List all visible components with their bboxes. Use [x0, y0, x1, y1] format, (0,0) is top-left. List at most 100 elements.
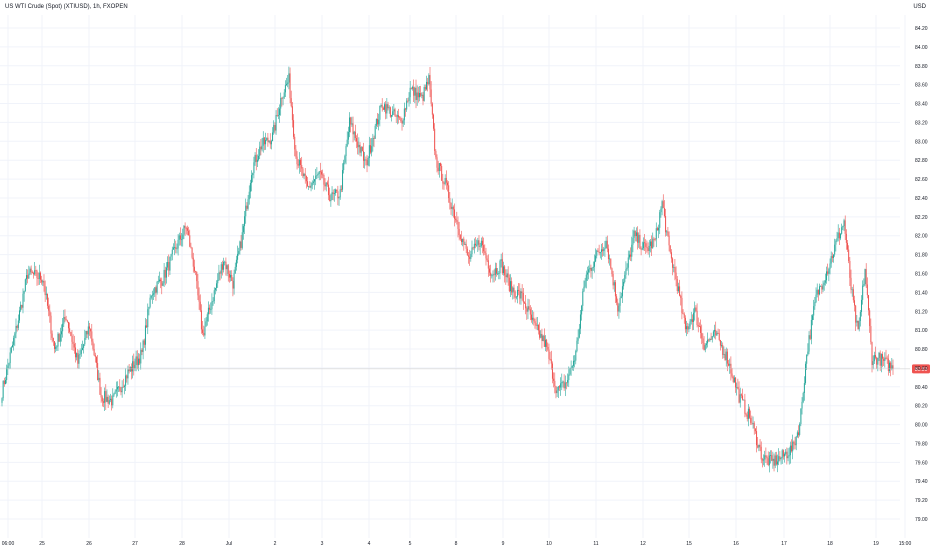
candle-body	[458, 228, 460, 236]
candle-body	[522, 292, 524, 303]
candle-body	[459, 235, 461, 239]
candle-body	[209, 307, 211, 310]
candle-body	[470, 254, 472, 259]
candle-body	[610, 258, 612, 269]
candle-body	[709, 339, 711, 341]
candle-body	[661, 201, 663, 209]
candle-body	[548, 349, 550, 359]
candle-body	[710, 339, 712, 340]
candle-body	[268, 140, 270, 142]
x-tick-label: 26	[86, 541, 92, 547]
candle-body	[589, 267, 591, 270]
candle-body	[564, 382, 566, 389]
time-axis[interactable]: 06:00 25 26 27 28 Jul 2 3 4 5 8 9 10 11 12 15 16 17 18 19 15…	[2, 541, 912, 547]
candle-body	[258, 155, 260, 160]
candle-body	[502, 266, 504, 274]
candle-body	[835, 240, 837, 245]
candle-body	[41, 279, 43, 283]
candle-body	[360, 147, 362, 153]
candle-body	[356, 138, 358, 142]
candle-body	[84, 338, 86, 345]
candle-body	[892, 365, 894, 369]
candle-body	[652, 238, 654, 249]
candle-body	[833, 254, 835, 258]
candle-body	[638, 234, 640, 243]
candle-body	[872, 361, 874, 366]
candle-body	[277, 115, 279, 116]
candle-body	[570, 367, 572, 369]
candle-body	[235, 259, 237, 267]
x-tick-label: 18	[827, 541, 833, 547]
candle-body	[624, 274, 626, 282]
candle-body	[880, 354, 882, 366]
candle-body	[213, 290, 215, 302]
candle-body	[879, 352, 881, 366]
candle-body	[43, 280, 45, 287]
candle-body	[757, 445, 759, 448]
candle-body	[504, 266, 506, 276]
candle-body	[597, 250, 599, 252]
candle-body	[519, 290, 521, 299]
candle-body	[637, 232, 639, 243]
candle-body	[206, 314, 208, 322]
candle-body	[422, 94, 424, 101]
candle-body	[585, 274, 587, 281]
candle-body	[693, 312, 695, 322]
candle-body	[29, 268, 31, 274]
candle-body	[294, 136, 296, 150]
candle-body	[817, 289, 819, 295]
candle-body	[737, 387, 739, 390]
candles	[1, 66, 894, 473]
candle-body	[143, 340, 145, 345]
candle-body	[207, 307, 209, 315]
y-tick-label: 82.00	[915, 234, 928, 240]
candle-body	[423, 86, 425, 101]
candle-body	[136, 356, 138, 366]
x-tick-label: 11	[593, 541, 598, 547]
candle-body	[162, 283, 164, 286]
candle-body	[718, 333, 720, 340]
candle-body	[311, 182, 313, 186]
candle-body	[604, 248, 606, 250]
candle-body	[336, 189, 338, 192]
candle-body	[203, 332, 205, 336]
candle-body	[55, 346, 57, 349]
candle-body	[599, 251, 601, 254]
candle-body	[726, 351, 728, 364]
candle-body	[412, 87, 414, 89]
candle-body	[712, 331, 714, 337]
candle-body	[155, 287, 157, 293]
candle-body	[770, 455, 772, 456]
candle-body	[672, 258, 674, 268]
candle-body	[596, 250, 598, 256]
candle-body	[876, 357, 878, 365]
candle-body	[272, 132, 274, 142]
candle-body	[42, 280, 44, 283]
candle-body	[17, 320, 19, 328]
candle-body	[416, 92, 418, 101]
candle-body	[683, 313, 685, 318]
x-tick-label: 2	[274, 541, 277, 547]
candle-body	[732, 376, 734, 383]
candle-body	[582, 291, 584, 306]
candle-body	[618, 305, 620, 312]
candle-body	[807, 351, 809, 355]
candle-body	[127, 369, 129, 379]
y-tick-label: 81.20	[915, 309, 928, 315]
price-axis[interactable]: 84.20 84.00 83.80 83.60 83.40 83.20 83.00 82.80…	[915, 26, 928, 523]
candle-body	[777, 461, 779, 465]
candle-body	[18, 310, 20, 321]
candle-body	[39, 272, 41, 280]
candle-body	[77, 353, 79, 364]
candle-body	[481, 240, 483, 246]
candle-body	[498, 273, 500, 274]
candle-body	[192, 257, 194, 267]
candle-body	[798, 432, 800, 435]
candle-body	[387, 104, 389, 109]
candle-body	[799, 424, 801, 435]
candle-body	[838, 232, 840, 239]
candle-body	[740, 394, 742, 396]
candle-body	[778, 456, 780, 462]
